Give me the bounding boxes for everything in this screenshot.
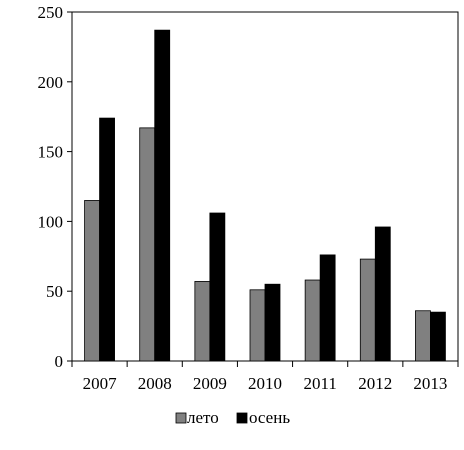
bar-autumn-2011 [319, 254, 336, 362]
y-axis: 0 50 100 150 200 250 [38, 3, 72, 371]
x-axis: 2007 2008 2009 2010 2011 2012 2013 [71, 361, 459, 393]
legend-label-autumn: осень [249, 408, 290, 427]
legend-label-summer: лето [187, 408, 219, 427]
bar-autumn-2009 [209, 212, 226, 362]
y-tick-label: 150 [38, 143, 64, 162]
x-tick-label: 2012 [358, 374, 392, 393]
bar-summer-2013 [415, 310, 431, 362]
x-tick-label: 2011 [303, 374, 336, 393]
y-tick-label: 200 [38, 73, 64, 92]
bar-summer-2012 [359, 258, 376, 362]
bar-summer-2008 [139, 127, 156, 362]
bar-summer-2009 [194, 281, 211, 362]
x-tick-label: 2007 [83, 374, 118, 393]
x-tick-label: 2013 [413, 374, 447, 393]
legend-swatch-autumn [236, 412, 248, 424]
legend-swatch-summer [175, 412, 187, 424]
x-tick-label: 2009 [193, 374, 227, 393]
legend: лето осень [175, 408, 290, 427]
x-tick-label: 2010 [248, 374, 282, 393]
y-tick-label: 0 [55, 352, 64, 371]
bar-autumn-2013 [430, 311, 446, 362]
y-tick-label: 250 [38, 3, 64, 22]
bar-autumn-2012 [374, 226, 391, 362]
bar-autumn-2007 [99, 117, 115, 362]
y-tick-label: 100 [38, 212, 64, 231]
bar-summer-2010 [249, 289, 266, 362]
x-tick-label: 2008 [138, 374, 172, 393]
bar-autumn-2008 [154, 29, 171, 362]
bar-summer-2007 [84, 200, 100, 362]
bar-autumn-2010 [264, 283, 281, 362]
bars [84, 29, 446, 362]
y-tick-label: 50 [46, 282, 63, 301]
bar-summer-2011 [304, 279, 321, 362]
